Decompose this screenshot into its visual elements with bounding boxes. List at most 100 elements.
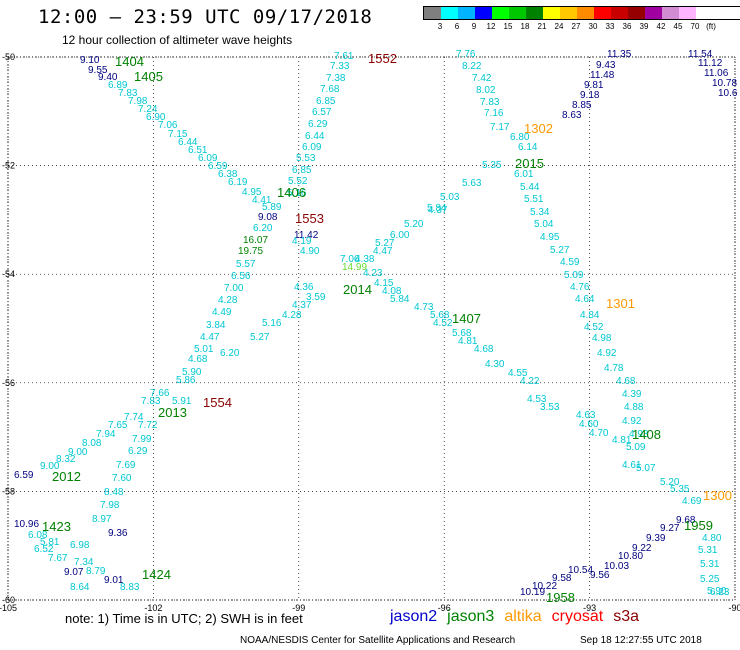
swh-value: 4.52 — [584, 322, 604, 333]
swh-value: 6.89 — [108, 80, 128, 91]
swh-value: 4.28 — [218, 295, 238, 306]
legend-swatches — [423, 6, 740, 20]
pass-label-1424: 1424 — [142, 567, 171, 582]
legend-tick-label: 9 — [471, 22, 477, 31]
swh-value: 9.00 — [40, 461, 60, 472]
swh-value: 7.98 — [128, 96, 148, 107]
pass-label-1406: 1406 — [277, 185, 306, 200]
swh-value: 5.07 — [636, 463, 656, 474]
swh-value: 7.98 — [100, 500, 120, 511]
swh-value: 5.09 — [564, 270, 584, 281]
swh-value: 5.01 — [194, 344, 214, 355]
swh-value: 5.16 — [262, 318, 282, 329]
pass-label-1404: 1404 — [115, 54, 144, 69]
swh-value: 7.00 — [224, 283, 244, 294]
swh-value: 4.59 — [560, 257, 580, 268]
pass-label-1301: 1301 — [606, 296, 635, 311]
swh-value: 4.98 — [592, 333, 612, 344]
swh-value: 4.30 — [485, 359, 505, 370]
swh-value: 7.74 — [124, 412, 144, 423]
swh-value: 5.03 — [440, 192, 460, 203]
swh-value: 4.81 — [458, 336, 478, 347]
swh-value: 9.22 — [632, 543, 652, 554]
swh-value: 5.20 — [404, 219, 424, 230]
swh-value: 11.42 — [294, 230, 319, 241]
swh-value: 6.85 — [292, 165, 312, 176]
swh-value: 5.09 — [626, 442, 646, 453]
swh-value: 8.85 — [572, 100, 592, 111]
swh-value: 4.70 — [589, 428, 609, 439]
swh-value: 4.52 — [433, 318, 453, 329]
swh-value: 3.59 — [306, 292, 326, 303]
swh-value: 5.27 — [550, 245, 570, 256]
swh-value: 6.38 — [218, 169, 238, 180]
swh-value: 6.56 — [231, 271, 251, 282]
pass-label-1408: 1408 — [632, 427, 661, 442]
swh-value: 5.27 — [375, 238, 395, 249]
swh-value: 5.16 — [287, 188, 307, 199]
swh-value: 7.67 — [48, 553, 68, 564]
pass-label-2015: 2015 — [515, 156, 544, 171]
swh-value: 4.78 — [604, 363, 624, 374]
swh-value: 5.04 — [534, 219, 554, 230]
swh-value: 4.47 — [200, 332, 220, 343]
legend-swatch — [543, 7, 560, 19]
swh-value: 10.96 — [14, 519, 39, 530]
swh-value: 9.81 — [584, 80, 604, 91]
legend-swatch — [628, 7, 645, 19]
swh-value: 4.84 — [580, 310, 600, 321]
swh-value: 5.91 — [172, 396, 192, 407]
swh-value: 7.17 — [490, 122, 510, 133]
swh-value: 9.39 — [646, 533, 666, 544]
legend-swatch — [475, 7, 492, 19]
swh-value: 6.85 — [316, 96, 336, 107]
swh-value: 7.65 — [108, 420, 128, 431]
swh-value: 4.38 — [355, 254, 375, 265]
swh-value: 11.35 — [607, 49, 632, 60]
latitude-label: -58 — [2, 486, 15, 496]
swh-value: 4.95 — [540, 232, 560, 243]
swh-value: 8.22 — [462, 61, 482, 72]
swh-value: 4.23 — [363, 268, 383, 279]
longitude-label: -102 — [144, 603, 162, 613]
swh-value: 6.52 — [34, 544, 54, 555]
footer-note: note: 1) Time is in UTC; 2) SWH is in fe… — [65, 611, 303, 626]
swh-value: 5.68 — [452, 328, 472, 339]
swh-value: 7.06 — [158, 120, 178, 131]
swh-value: 6.44 — [178, 137, 198, 148]
swh-value: 4.88 — [624, 402, 644, 413]
pass-label-2012: 2012 — [52, 469, 81, 484]
swh-value: 6.09 — [302, 142, 322, 153]
map-frame — [7, 56, 736, 601]
longitude-label: -99 — [292, 603, 305, 613]
legend-tick-label: 33 — [605, 22, 615, 31]
swh-value: 6.80 — [510, 132, 530, 143]
swh-value: 7.06 — [340, 254, 360, 265]
satellite-label-jason2: jason2 — [390, 608, 438, 625]
satellite-label-s3a: s3a — [613, 608, 640, 625]
swh-value: 6.98 — [70, 540, 90, 551]
swh-value: 16.07 — [243, 235, 268, 246]
legend-swatch — [679, 7, 696, 19]
swh-value: 9.58 — [552, 573, 572, 584]
swh-value: 9.10 — [80, 55, 100, 66]
swh-value: 4.73 — [414, 302, 434, 313]
swh-value: 4.76 — [570, 282, 590, 293]
satellite-label-cryosat: cryosat — [551, 608, 604, 625]
swh-value: 9.36 — [108, 528, 128, 539]
swh-value: 7.69 — [116, 460, 136, 471]
swh-value: 10.78 — [712, 78, 737, 89]
swh-value: 6.09 — [198, 153, 218, 164]
pass-label-1405: 1405 — [134, 69, 163, 84]
swh-value: 4.08 — [382, 286, 402, 297]
generated-timestamp: Sep 18 12:27:55 UTC 2018 — [580, 635, 702, 646]
swh-value: 4.81 — [612, 435, 632, 446]
legend-tick-label: 24 — [554, 22, 564, 31]
legend-swatch — [662, 7, 679, 19]
latitude-label: -54 — [2, 269, 15, 279]
swh-value: 4.68 — [474, 344, 494, 355]
swh-value: 10.80 — [618, 551, 643, 562]
swh-value: 9.56 — [590, 570, 610, 581]
swh-value: 11.12 — [698, 58, 723, 69]
swh-value: 4.36 — [294, 282, 314, 293]
